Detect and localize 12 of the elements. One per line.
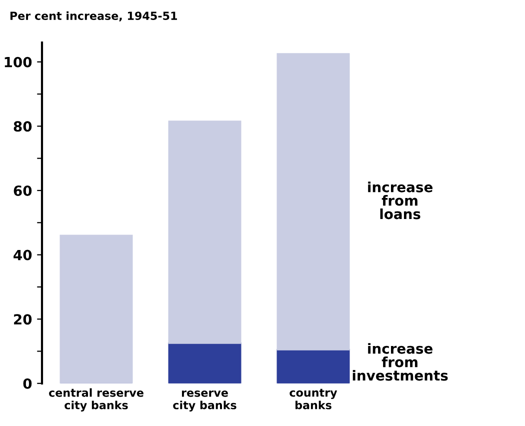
series-label: increase from loans — [368, 182, 432, 220]
y-tick-label: 0 — [23, 378, 32, 389]
y-tick-label: 100 — [4, 56, 32, 68]
y-tick-label: 20 — [14, 314, 32, 325]
y-axis-title: Per cent increase, 1945-51 — [10, 11, 177, 22]
series-label: increase from investments — [352, 343, 448, 381]
y-tick-label: 40 — [14, 250, 32, 260]
x-tick-label: central reserve city banks — [49, 388, 144, 412]
y-tick-label: 60 — [14, 185, 32, 196]
x-tick-label: reserve city banks — [173, 390, 236, 412]
x-tick-label: country banks — [290, 388, 338, 410]
y-tick-label: 80 — [14, 121, 32, 132]
